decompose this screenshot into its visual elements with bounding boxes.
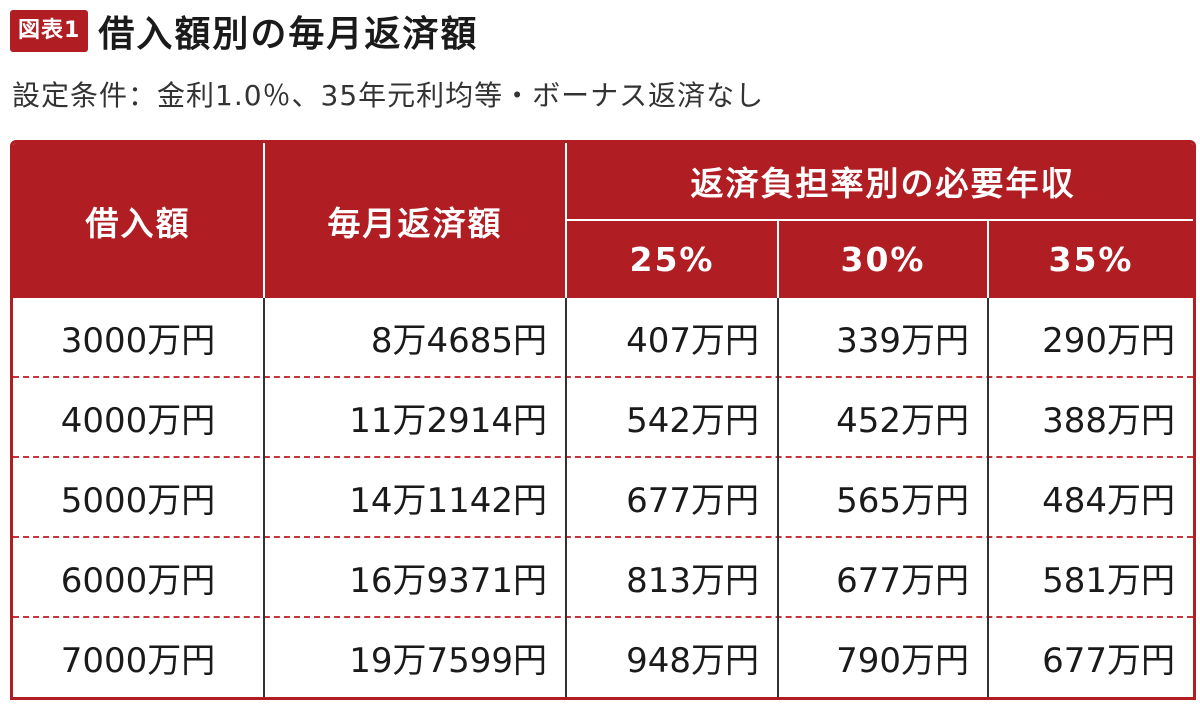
table-row: 3000万円 8万4685円 407万円 339万円 290万円 xyxy=(13,298,1193,378)
cell-monthly: 14万1142円 xyxy=(349,480,547,521)
cell-income-30: 677万円 xyxy=(836,560,969,601)
header-divider xyxy=(777,219,779,298)
column-divider xyxy=(987,298,989,697)
table-row: 4000万円 11万2914円 542万円 452万円 388万円 xyxy=(13,378,1193,458)
header-monthly-payment: 毎月返済額 xyxy=(327,203,503,243)
header-loan-amount: 借入額 xyxy=(85,203,191,243)
cell-monthly: 16万9371円 xyxy=(349,560,547,601)
cell-income-35: 290万円 xyxy=(1042,320,1175,361)
cell-income-25: 813万円 xyxy=(626,560,759,601)
cell-income-35: 388万円 xyxy=(1042,400,1175,441)
figure-badge: 図表1 xyxy=(10,10,89,52)
table-row: 7000万円 19万7599円 948万円 790万円 677万円 xyxy=(13,618,1193,697)
cell-loan: 5000万円 xyxy=(60,480,216,521)
cell-income-35: 484万円 xyxy=(1042,480,1175,521)
header-divider xyxy=(565,219,1193,221)
figure-title: 借入額別の毎月返済額 xyxy=(98,14,479,55)
repayment-table: 借入額 毎月返済額 返済負担率別の必要年収 25% 30% 35% 3000万円… xyxy=(10,140,1196,700)
cell-income-25: 542万円 xyxy=(626,400,759,441)
cell-income-30: 339万円 xyxy=(836,320,969,361)
cell-income-35: 581万円 xyxy=(1042,560,1175,601)
cell-loan: 6000万円 xyxy=(60,560,216,601)
cell-income-30: 452万円 xyxy=(836,400,969,441)
column-divider xyxy=(565,298,567,697)
header-rate-25: 25% xyxy=(629,240,715,279)
table-body: 3000万円 8万4685円 407万円 339万円 290万円 4000万円 … xyxy=(13,298,1193,697)
header-rate-35: 35% xyxy=(1048,240,1134,279)
cell-income-30: 565万円 xyxy=(836,480,969,521)
cell-income-30: 790万円 xyxy=(836,640,969,681)
cell-monthly: 19万7599円 xyxy=(349,640,547,681)
table-header: 借入額 毎月返済額 返済負担率別の必要年収 25% 30% 35% xyxy=(13,143,1193,298)
cell-income-35: 677万円 xyxy=(1042,640,1175,681)
column-divider xyxy=(263,298,265,697)
cell-loan: 4000万円 xyxy=(60,400,216,441)
cell-loan: 3000万円 xyxy=(60,320,216,361)
header-divider xyxy=(263,143,265,298)
cell-income-25: 677万円 xyxy=(626,480,759,521)
cell-loan: 7000万円 xyxy=(60,640,216,681)
header-rate-30: 30% xyxy=(840,240,926,279)
cell-monthly: 8万4685円 xyxy=(370,320,547,361)
figure-subtitle: 設定条件：金利1.0％、35年元利均等・ボーナス返済なし xyxy=(12,79,765,112)
figure-header: 図表1 借入額別の毎月返済額 xyxy=(10,6,478,56)
column-divider xyxy=(777,298,779,697)
header-required-income-group: 返済負担率別の必要年収 xyxy=(690,164,1076,203)
table-row: 5000万円 14万1142円 677万円 565万円 484万円 xyxy=(13,458,1193,538)
table-row: 6000万円 16万9371円 813万円 677万円 581万円 xyxy=(13,538,1193,618)
cell-monthly: 11万2914円 xyxy=(349,400,547,441)
cell-income-25: 407万円 xyxy=(626,320,759,361)
cell-income-25: 948万円 xyxy=(626,640,759,681)
header-divider xyxy=(987,219,989,298)
